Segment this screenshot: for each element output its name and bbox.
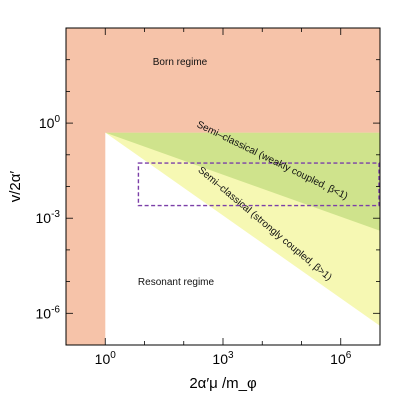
resonant-regime-label: Resonant regime xyxy=(138,277,215,288)
y-tick-label: 10-3 xyxy=(36,209,61,226)
y-axis-label: v/2α′ xyxy=(7,171,24,203)
x-tick-exponent: 6 xyxy=(346,350,352,361)
y-tick-label: 100 xyxy=(39,114,61,131)
y-tick-exponent: 0 xyxy=(54,114,60,125)
x-tick-exponent: 3 xyxy=(228,350,234,361)
plot-area xyxy=(66,28,380,345)
y-tick-exponent: -6 xyxy=(51,304,60,315)
x-tick-label: 100 xyxy=(95,350,117,367)
axis-ticks xyxy=(65,27,381,346)
x-tick-label: 106 xyxy=(330,350,352,367)
region-semi-classical-weak xyxy=(105,132,380,231)
highlight-box xyxy=(137,162,380,207)
region-born xyxy=(66,28,380,345)
x-tick-label: 103 xyxy=(212,350,234,367)
y-tick-exponent: -3 xyxy=(51,209,60,220)
y-tick-label: 10-6 xyxy=(36,304,61,321)
x-axis-label: 2α′μ /m_φ xyxy=(189,375,257,392)
x-tick-exponent: 0 xyxy=(110,350,116,361)
born-regime-label: Born regime xyxy=(153,57,208,68)
